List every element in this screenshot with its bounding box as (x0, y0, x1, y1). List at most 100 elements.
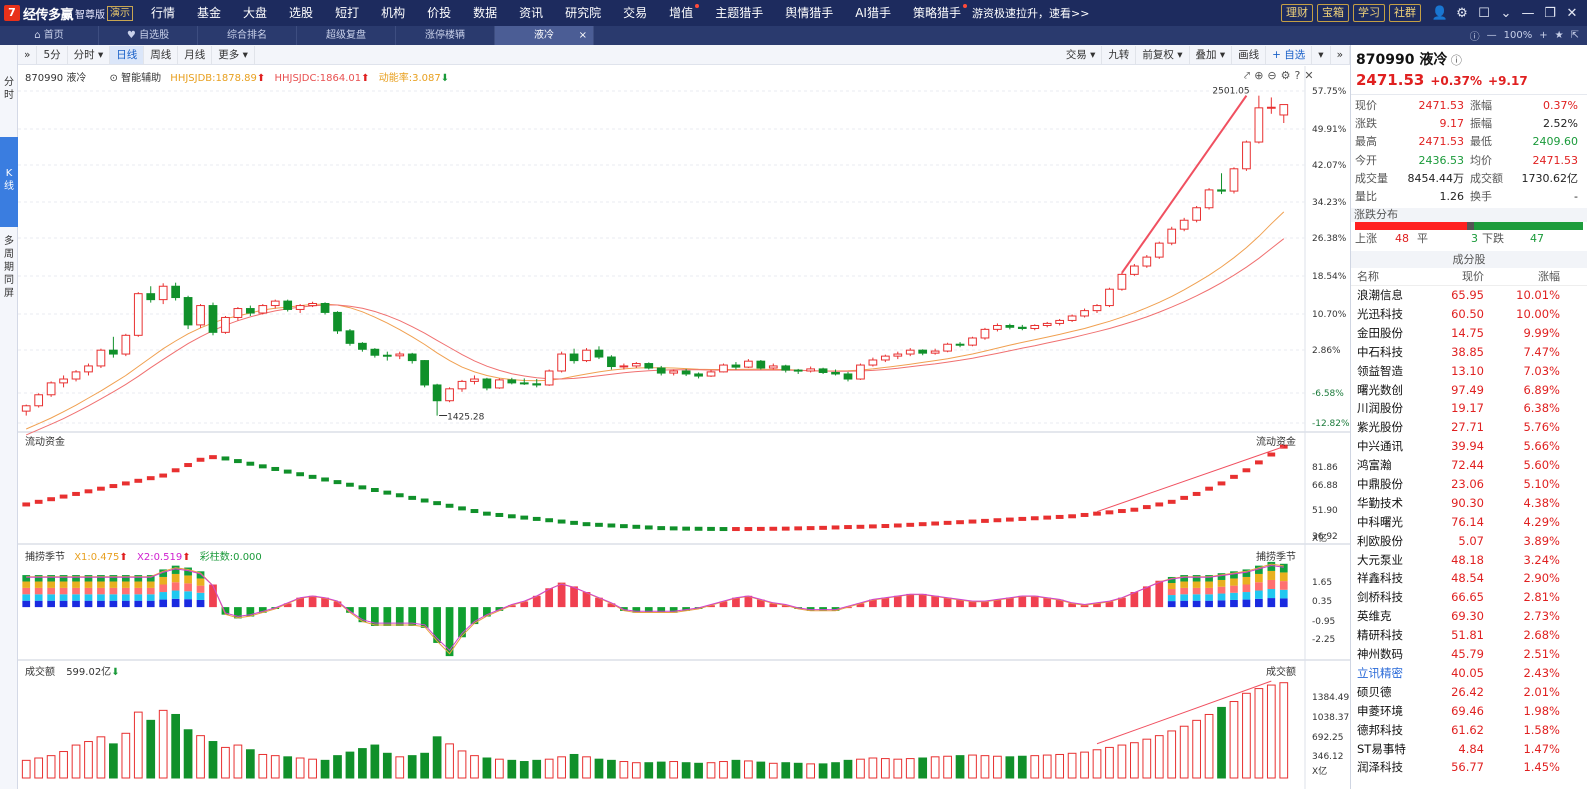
add-watchlist-button[interactable]: + 自选 (1266, 46, 1313, 64)
constituent-row[interactable]: 曙光数创 97.49 6.89% (1351, 381, 1587, 400)
restore-icon[interactable]: ❐ (1544, 5, 1556, 21)
constituent-row[interactable]: 浪潮信息 65.95 10.01% (1351, 286, 1587, 305)
menu-item-5[interactable]: 机构 (370, 0, 416, 26)
kline-view-button[interactable]: K线 (0, 137, 18, 227)
close-icon[interactable]: ✕ (1566, 5, 1578, 21)
constituent-row[interactable]: 剑桥科技 66.65 2.81% (1351, 588, 1587, 607)
menu-item-6[interactable]: 价投 (416, 0, 462, 26)
menu-item-1[interactable]: 基金 (186, 0, 232, 26)
gear-icon[interactable]: ⚙ (1456, 5, 1468, 21)
menu-item-0[interactable]: 行情 (140, 0, 186, 26)
expand-icon[interactable]: » (1331, 46, 1350, 64)
constituent-row[interactable]: 精研科技 51.81 2.68% (1351, 626, 1587, 645)
period-weekly[interactable]: 周线 (144, 45, 179, 64)
zoom-out-icon[interactable]: — (1486, 30, 1497, 41)
chevron-down-icon[interactable]: ⌄ (1500, 5, 1512, 21)
menu-item-11[interactable]: 增值 (658, 0, 704, 26)
constituent-row[interactable]: 中鼎股份 23.06 5.10% (1351, 475, 1587, 494)
menu-item-2[interactable]: 大盘 (232, 0, 278, 26)
user-icon[interactable]: 👤 (1431, 5, 1449, 21)
tab-review[interactable]: 超级复盘 (297, 26, 396, 45)
constituent-row[interactable]: 中兴通讯 39.94 5.66% (1351, 437, 1587, 456)
multi-period-button[interactable]: 多周期同屏 (4, 236, 14, 299)
menu-item-12[interactable]: 主题猎手 (704, 0, 774, 26)
menu-item-9[interactable]: 研究院 (554, 0, 612, 26)
adjust-button[interactable]: 前复权 ▾ (1136, 46, 1190, 64)
constituent-row[interactable]: 金田股份 14.75 9.99% (1351, 324, 1587, 343)
constituent-row[interactable]: 中石科技 38.85 7.47% (1351, 343, 1587, 362)
constituent-row[interactable]: 领益智造 13.10 7.03% (1351, 362, 1587, 381)
constituent-row[interactable]: ST易事特 4.84 1.47% (1351, 740, 1587, 759)
constituent-row[interactable]: 紫光股份 27.71 5.76% (1351, 418, 1587, 437)
constituent-row[interactable]: 润泽科技 56.77 1.45% (1351, 758, 1587, 777)
constituent-row[interactable]: 神州数码 45.79 2.51% (1351, 645, 1587, 664)
info-icon[interactable]: ⓘ (1450, 54, 1462, 67)
constituent-row[interactable]: 鸿富瀚 72.44 5.60% (1351, 456, 1587, 475)
draw-line-button[interactable]: 画线 (1232, 46, 1267, 64)
menu-item-13[interactable]: 舆情猎手 (774, 0, 844, 26)
main-panel-tools[interactable]: ⤤⊕⊖⚙?✕ (1244, 69, 1318, 82)
kline-chart[interactable]: 57.75% 49.91% 42.07% 34.23% 26.38% 18.54% 10.7… (18, 66, 1350, 789)
constituent-row[interactable]: 大元泵业 48.18 3.24% (1351, 551, 1587, 570)
constituent-row[interactable]: 硕贝德 26.42 2.01% (1351, 683, 1587, 702)
promo-link[interactable]: 游资极速拉升，速看>> (971, 7, 1090, 20)
assist-toggle[interactable]: ⊙ 智能辅助 (109, 73, 162, 84)
period-5min[interactable]: 5分 (37, 45, 68, 64)
zoom-in-icon[interactable]: + (1539, 30, 1548, 41)
tab-ranking[interactable]: 综合排名 (198, 26, 297, 45)
fenshi-view-button[interactable]: 分时 (4, 77, 14, 101)
baoxiang-button[interactable]: 宝箱 (1317, 4, 1349, 22)
period-monthly[interactable]: 月线 (178, 45, 213, 64)
tab-home[interactable]: ⌂ 首页 (0, 26, 99, 45)
close-tab-icon[interactable]: × (578, 30, 587, 41)
period-more[interactable]: 更多 ▾ (212, 45, 255, 64)
trade-button[interactable]: 交易 ▾ (1060, 46, 1103, 64)
candle (1204, 189, 1214, 209)
collapse-icon[interactable]: » (18, 45, 38, 64)
tab-liquid-cooling[interactable]: 液冷 × (495, 26, 594, 45)
constituent-row[interactable]: 立讯精密 40.05 2.43% (1351, 664, 1587, 683)
menu-item-4[interactable]: 短打 (324, 0, 370, 26)
flow-mark (234, 459, 242, 464)
tab-favorites[interactable]: ♥ 自选股 (99, 26, 198, 45)
watchlist-dropdown[interactable]: ▾ (1312, 46, 1331, 64)
col-price[interactable]: 现价 (1462, 270, 1484, 284)
constituent-row[interactable]: 中科曙光 76.14 4.29% (1351, 513, 1587, 532)
menu-item-14[interactable]: AI猎手 (844, 0, 902, 26)
constituent-row[interactable]: 利欧股份 5.07 3.89% (1351, 532, 1587, 551)
constituent-row[interactable]: 华勤技术 90.30 4.38% (1351, 494, 1587, 513)
minimize-icon[interactable]: — (1521, 5, 1535, 21)
menu-item-10[interactable]: 交易 (612, 0, 658, 26)
season-title: 捕捞季节 (25, 552, 65, 563)
pin-icon[interactable]: ⇱ (1570, 30, 1579, 41)
period-intraday[interactable]: 分时 ▾ (68, 45, 111, 64)
period-daily[interactable]: 日线 (110, 45, 145, 64)
demo-badge[interactable]: 演示 (107, 5, 134, 21)
star-icon[interactable]: ★ (1554, 30, 1564, 41)
menu-item-8[interactable]: 资讯 (508, 0, 554, 26)
xuexi-button[interactable]: 学习 (1353, 4, 1385, 22)
overlay-button[interactable]: 叠加 ▾ (1190, 46, 1233, 64)
window-icon[interactable]: ☐ (1478, 5, 1490, 21)
menu-item-7[interactable]: 数据 (462, 0, 508, 26)
volume-panel-title-right: 成交额 (1266, 667, 1296, 678)
chart-area[interactable]: 57.75% 49.91% 42.07% 34.23% 26.38% 18.54% 10.7… (18, 66, 1350, 789)
constituent-row[interactable]: 申菱环境 69.46 1.98% (1351, 702, 1587, 721)
menu-item-3[interactable]: 选股 (278, 0, 324, 26)
tab-limit-up[interactable]: 涨停楼辆 (396, 26, 495, 45)
season-colored-bar (1279, 589, 1288, 599)
col-name[interactable]: 名称 (1357, 270, 1379, 284)
menu-item-label: 大盘 (243, 6, 268, 20)
constituent-row[interactable]: 川润股份 19.17 6.38% (1351, 399, 1587, 418)
constituent-row[interactable]: 光迅科技 60.50 10.00% (1351, 305, 1587, 324)
constituent-row[interactable]: 祥鑫科技 48.54 2.90% (1351, 569, 1587, 588)
constituent-row[interactable]: 英维克 69.30 2.73% (1351, 607, 1587, 626)
info-icon[interactable]: ⓘ (1469, 32, 1480, 43)
licai-button[interactable]: 理财 (1281, 4, 1313, 22)
shequn-button[interactable]: 社群 (1389, 4, 1421, 22)
nine-turn-button[interactable]: 九转 (1102, 46, 1137, 64)
menu-item-15[interactable]: 策略猎手 (902, 0, 972, 26)
index-name: 870990 液冷 (25, 73, 87, 84)
constituent-row[interactable]: 德邦科技 61.62 1.58% (1351, 721, 1587, 740)
col-change[interactable]: 涨幅 (1538, 270, 1560, 284)
